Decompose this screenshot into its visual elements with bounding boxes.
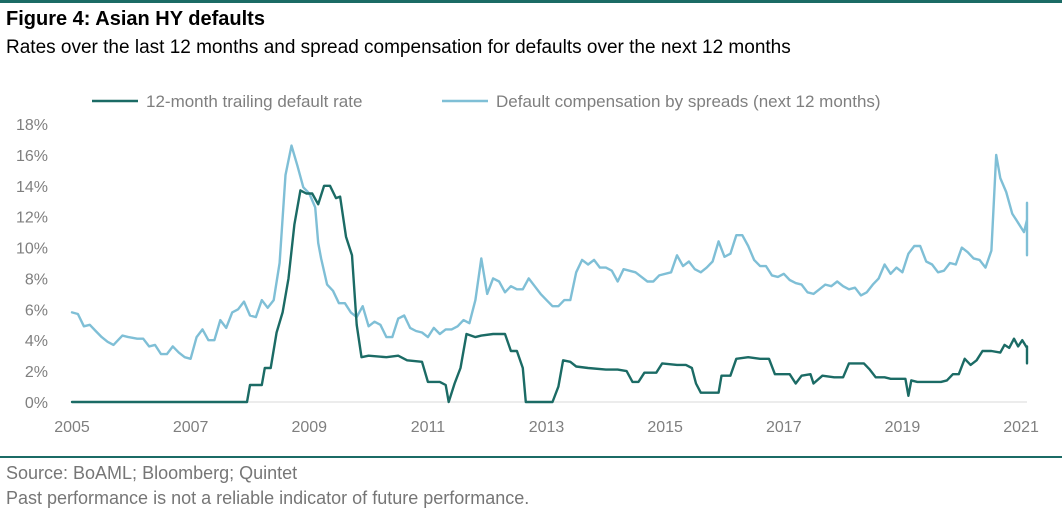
- figure-title: Figure 4: Asian HY defaults: [6, 8, 265, 30]
- y-tick-label: 14%: [16, 179, 48, 196]
- series-line-default-rate: [70, 184, 1029, 404]
- y-tick-label: 4%: [25, 333, 48, 350]
- legend-item-default-compensation: Default compensation by spreads (next 12…: [496, 92, 881, 111]
- x-tick-label: 2009: [291, 419, 327, 436]
- y-tick-label: 10%: [16, 241, 48, 258]
- line-chart: 12-month trailing default rate Default co…: [16, 92, 1039, 436]
- y-tick-label: 18%: [16, 117, 48, 134]
- x-tick-label: 2013: [529, 419, 565, 436]
- y-tick-label: 8%: [25, 271, 48, 288]
- y-tick-label: 2%: [25, 364, 48, 381]
- y-tick-label: 16%: [16, 148, 48, 165]
- x-tick-label: 2017: [766, 419, 802, 436]
- x-tick-label: 2007: [173, 419, 209, 436]
- figure-subtitle: Rates over the last 12 months and spread…: [6, 37, 791, 58]
- source-note: Source: BoAML; Bloomberg; Quintet: [6, 463, 298, 483]
- y-axis: 0% 2% 4% 6% 8% 10% 12% 14% 16% 18%: [16, 117, 48, 412]
- disclaimer-note: Past performance is not a reliable indic…: [6, 488, 530, 508]
- x-axis: 2005 2007 2009 2011 2013 2015 2017 2019 2021: [54, 419, 1039, 436]
- x-tick-label: 2019: [885, 419, 921, 436]
- y-tick-label: 0%: [25, 395, 48, 412]
- legend-item-default-rate: 12-month trailing default rate: [146, 92, 362, 111]
- y-tick-label: 12%: [16, 210, 48, 227]
- x-tick-label: 2011: [411, 419, 446, 436]
- series-layer: [70, 144, 1029, 404]
- series-line-default-compensation: [70, 144, 1029, 360]
- x-tick-label: 2005: [54, 419, 90, 436]
- x-tick-label: 2015: [647, 419, 683, 436]
- y-tick-label: 6%: [25, 302, 48, 319]
- legend: 12-month trailing default rate Default co…: [92, 92, 881, 111]
- x-tick-label: 2021: [1003, 419, 1039, 436]
- top-rule: [0, 0, 1062, 3]
- bottom-rule: [0, 456, 1062, 458]
